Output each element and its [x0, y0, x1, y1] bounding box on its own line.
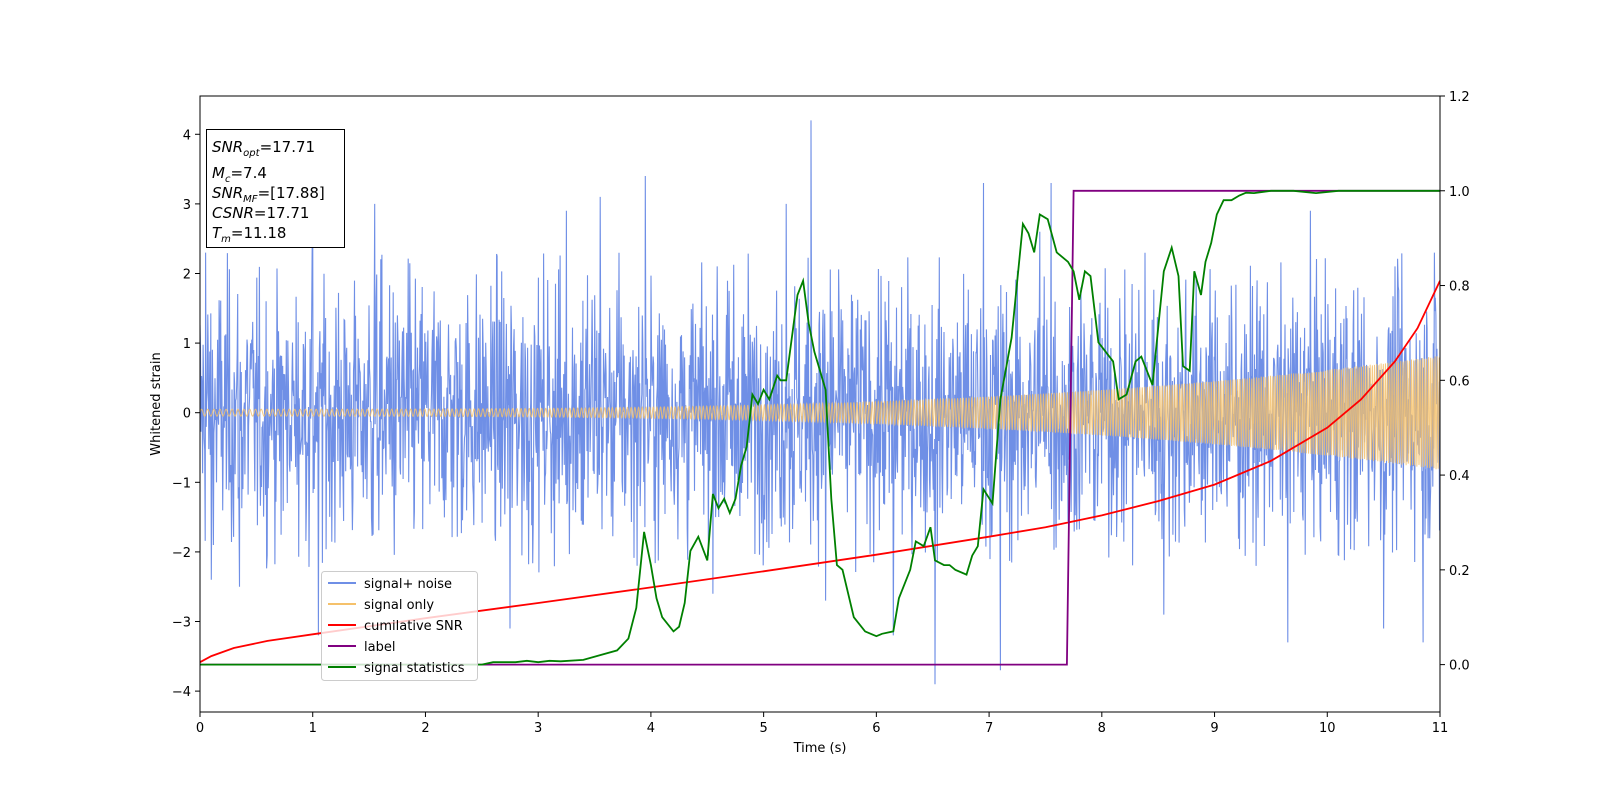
- x-tick-label: 9: [1210, 721, 1218, 736]
- x-tick-label: 1: [309, 721, 317, 736]
- legend-label-noise: signal+ noise: [364, 577, 452, 592]
- x-tick-label: 3: [534, 721, 542, 736]
- info-tm: Tm=11.18: [212, 224, 286, 245]
- y-axis-label: Whitened strain: [149, 352, 164, 455]
- x-tick-label: 5: [759, 721, 767, 736]
- y-left-tick-label: −3: [172, 616, 191, 631]
- y-right-tick-label: 1.2: [1449, 90, 1470, 105]
- y-left-tick-label: −2: [172, 546, 191, 561]
- y-left-tick-label: −4: [172, 685, 191, 700]
- x-axis: 0 1 2 3 4 5 6 7 8 9 10 11: [196, 712, 1448, 736]
- legend-label-stats: signal statistics: [364, 661, 465, 676]
- x-tick-label: 8: [1098, 721, 1106, 736]
- legend-label-snr: cumilative SNR: [364, 619, 463, 634]
- legend-label-signal: signal only: [364, 598, 434, 613]
- cumulative-snr-line: [200, 280, 1440, 663]
- x-tick-label: 10: [1319, 721, 1336, 736]
- y-left-tick-label: 0: [183, 407, 191, 422]
- y-right-tick-label: 0.4: [1449, 469, 1470, 484]
- x-tick-label: 11: [1432, 721, 1449, 736]
- info-box: SNRopt=17.71 Mc=7.4 SNRMF=[17.88] CSNR=1…: [206, 129, 345, 248]
- info-mc: Mc=7.4: [212, 164, 267, 185]
- y-left-tick-label: 2: [183, 267, 191, 282]
- info-box-frame: [206, 129, 345, 248]
- y-left-tick-label: −1: [172, 476, 191, 491]
- signal-only-line: [200, 356, 1440, 470]
- axes-frame: [199, 95, 1441, 713]
- x-tick-label: 6: [872, 721, 880, 736]
- y-right-tick-label: 0.6: [1449, 374, 1470, 389]
- signal-statistics-line: [200, 189, 1440, 666]
- y-axis-right: 0.0 0.2 0.4 0.6 0.8 1.0 1.2: [1440, 90, 1470, 674]
- x-tick-label: 2: [421, 721, 429, 736]
- x-tick-label: 7: [985, 721, 993, 736]
- y-left-tick-label: 1: [183, 337, 191, 352]
- plot-area: [200, 120, 1440, 685]
- x-tick-label: 0: [196, 721, 204, 736]
- y-right-tick-label: 0.2: [1449, 564, 1470, 579]
- y-left-tick-label: 3: [183, 198, 191, 213]
- info-snr-opt: SNRopt=17.71: [212, 138, 315, 159]
- label-line: [200, 189, 1440, 666]
- legend-frame: [321, 571, 478, 681]
- x-axis-label: Time (s): [793, 741, 847, 756]
- info-csnr: CSNR=17.71: [212, 204, 309, 222]
- info-snr-mf: SNRMF=[17.88]: [212, 184, 325, 205]
- y-right-tick-label: 0.8: [1449, 280, 1470, 295]
- y-right-tick-label: 0.0: [1449, 659, 1470, 674]
- legend: signal+ noise signal only cumilative SNR…: [321, 571, 478, 681]
- y-left-tick-label: 4: [183, 128, 191, 143]
- y-right-tick-label: 1.0: [1449, 185, 1470, 200]
- legend-label-label: label: [364, 640, 395, 655]
- y-axis-left: −4 −3 −2 −1 0 1 2 3 4: [172, 128, 200, 700]
- x-tick-label: 4: [647, 721, 655, 736]
